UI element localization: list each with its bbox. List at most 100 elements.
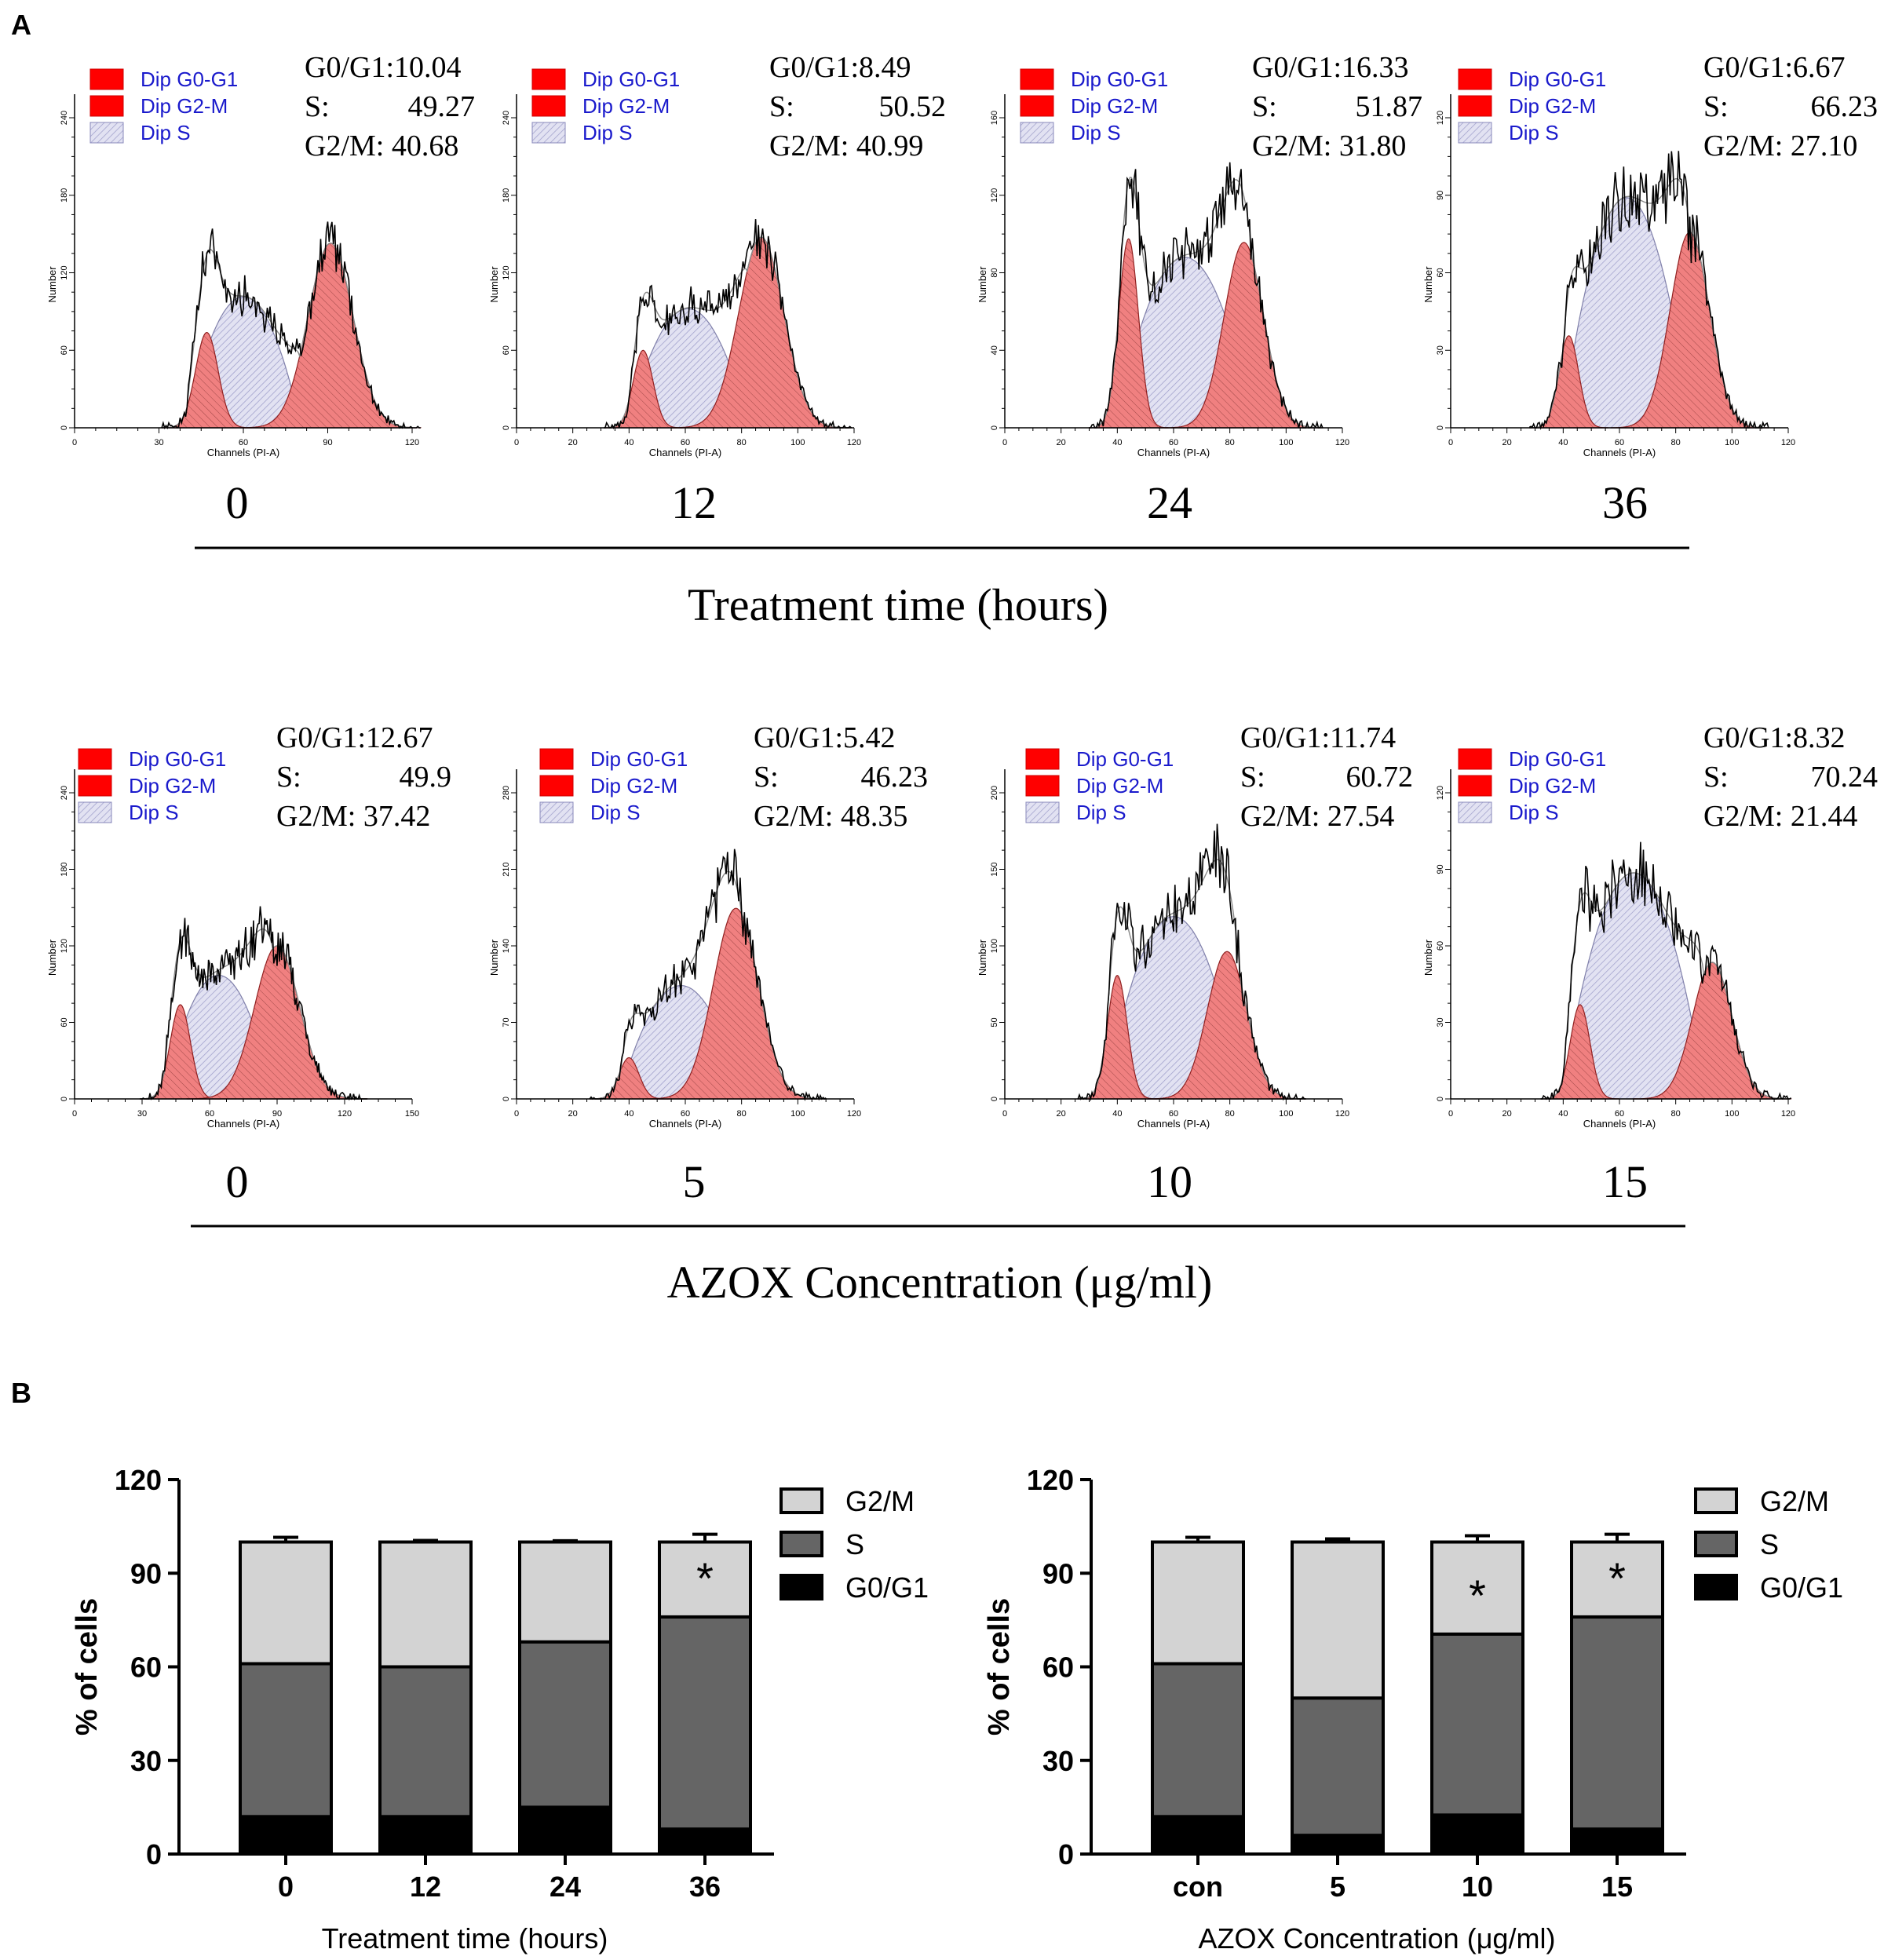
x-tick-label: 60	[1169, 1109, 1178, 1119]
x-tick-label: 60	[681, 1109, 690, 1119]
stat-s-label: S:	[1252, 90, 1277, 123]
stat-s-value: 49.9	[400, 761, 452, 794]
stat-s-label: S:	[769, 90, 794, 123]
y-tick-label: 200	[990, 786, 999, 800]
x-tick-label: 80	[1225, 438, 1235, 447]
stat-g2m: G2/M: 40.68	[305, 130, 458, 162]
y-tick-label: 0	[1436, 1097, 1445, 1101]
x-tick-label: 40	[1112, 1109, 1122, 1119]
stat-s-label: S:	[1703, 761, 1729, 794]
x-tick-label: 40	[624, 1109, 633, 1119]
y-tick-label: 120	[60, 939, 69, 953]
x-tick-label: 0	[1448, 1109, 1453, 1119]
y-tick-label: 120	[990, 188, 999, 203]
x-tick-label: 20	[1057, 1109, 1066, 1119]
stat-g0g1: G0/G1:10.04	[305, 51, 462, 84]
legend-swatch-s	[1020, 122, 1054, 144]
legend-label-g2m: Dip G2-M	[1076, 774, 1163, 798]
legend-label-g0g1: Dip G0-G1	[582, 68, 680, 91]
stat-g2m: G2/M: 31.80	[1252, 130, 1406, 162]
x-axis-label: Channels (PI-A)	[1137, 447, 1210, 458]
stat-g0g1: G0/G1:8.49	[769, 51, 911, 84]
significance-star: *	[696, 1553, 714, 1603]
y-tick-label: 60	[1436, 941, 1445, 951]
row2-axis-title: AZOX Concentration (μg/ml)	[667, 1257, 1213, 1308]
bar-g0g1-0	[239, 1815, 333, 1856]
stat-g2m: G2/M: 48.35	[754, 800, 907, 833]
y-axis-label: Number	[488, 939, 500, 976]
y-tick-label: 70	[502, 1017, 511, 1027]
x-axis-label: Channels (PI-A)	[207, 447, 279, 458]
legend-swatch-s	[1025, 801, 1060, 823]
y-tick-label: 120	[60, 265, 69, 279]
y-tick-label: 0	[1058, 1838, 1074, 1871]
y-tick-label: 120	[1027, 1464, 1074, 1496]
bar-g0g1-10	[1430, 1813, 1524, 1856]
bar-s-24	[518, 1640, 612, 1809]
legend-label-g0g1: Dip G0-G1	[1076, 747, 1174, 771]
bar-g2m-5	[1291, 1540, 1385, 1700]
y-tick-label: 90	[1436, 864, 1445, 874]
legend-swatch-g0g1	[89, 68, 124, 90]
x-tick-label: 0	[1002, 438, 1007, 447]
legend-swatch-s	[1458, 801, 1492, 823]
y-tick-label: 160	[990, 111, 999, 125]
bar-s-0	[239, 1662, 333, 1819]
y-axis-label: Number	[46, 939, 58, 976]
bar-g2m-0	[239, 1540, 333, 1666]
bar-charts: 0 30 60 90 120 % of cells 0 12 24 36 * Treatment ti…	[71, 1464, 1843, 1955]
legend-label-g2m: G2/M	[845, 1485, 915, 1517]
legend-label-g0g1: Dip G0-G1	[1071, 68, 1168, 91]
bar-s-5	[1291, 1696, 1385, 1838]
stat-s-value: 50.52	[879, 90, 947, 123]
x-tick-label: 90	[272, 1109, 282, 1119]
stat-s-label: S:	[276, 761, 301, 794]
x-axis-label: AZOX Concentration (μg/ml)	[1199, 1922, 1556, 1955]
x-tick-label: 40	[1558, 1109, 1568, 1119]
bar-g2m-15	[1570, 1540, 1664, 1619]
legend-label-g0g1: G0/G1	[1760, 1571, 1843, 1604]
bar-s-36	[658, 1615, 752, 1831]
legend-swatch-g2m	[1458, 775, 1492, 797]
y-tick-label: 60	[60, 345, 69, 355]
stat-g0g1: G0/G1:11.74	[1240, 721, 1396, 754]
stat-s-label: S:	[754, 761, 779, 794]
legend-swatch-g2m	[1694, 1487, 1738, 1514]
legend-swatch-g0g1	[1458, 68, 1492, 90]
y-tick-label: 80	[990, 268, 999, 277]
x-axis-label: Channels (PI-A)	[649, 447, 721, 458]
y-tick-label: 60	[502, 345, 511, 355]
y-axis-label: Number	[977, 939, 988, 976]
stat-g0g1: G0/G1:5.42	[754, 721, 896, 754]
y-tick-label: 280	[502, 786, 511, 800]
y-tick-label: 180	[60, 862, 69, 876]
x-tick-label: 60	[1169, 438, 1178, 447]
x-tick-label: 120	[1781, 1109, 1795, 1119]
stat-s-value: 49.27	[408, 90, 476, 123]
x-tick-label: 100	[790, 438, 805, 447]
x-tick-label: 60	[239, 438, 248, 447]
y-tick-label: 240	[60, 111, 69, 125]
x-axis-label: Channels (PI-A)	[649, 1118, 721, 1130]
legend-label-g2m: Dip G2-M	[1071, 94, 1158, 118]
y-tick-label: 90	[130, 1557, 162, 1590]
x-tick-label: 20	[1502, 1109, 1512, 1119]
legend-label-g0g1: Dip G0-G1	[141, 68, 238, 91]
legend-swatch-g0g1	[780, 1574, 823, 1600]
x-tick-label: 120	[405, 438, 419, 447]
legend-label-g0g1: Dip G0-G1	[1509, 747, 1606, 771]
x-tick-label: 20	[568, 438, 578, 447]
x-tick-label: 100	[1279, 1109, 1293, 1119]
panel-label-b: B	[11, 1377, 31, 1409]
x-tick-label: 80	[1225, 1109, 1235, 1119]
x-tick-label: 40	[1112, 438, 1122, 447]
y-tick-label: 90	[1042, 1557, 1074, 1590]
legend-swatch-g0g1	[1694, 1574, 1738, 1600]
y-axis-label: % of cells	[983, 1598, 1016, 1736]
condition-label: 0	[226, 477, 249, 528]
y-tick-label: 140	[502, 939, 511, 953]
legend-swatch-g0g1	[531, 68, 566, 90]
y-tick-label: 30	[130, 1745, 162, 1777]
condition-label: 24	[1147, 477, 1192, 528]
x-tick-label: 120	[847, 1109, 861, 1119]
